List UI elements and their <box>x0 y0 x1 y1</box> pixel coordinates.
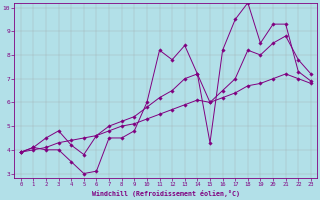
X-axis label: Windchill (Refroidissement éolien,°C): Windchill (Refroidissement éolien,°C) <box>92 190 240 197</box>
